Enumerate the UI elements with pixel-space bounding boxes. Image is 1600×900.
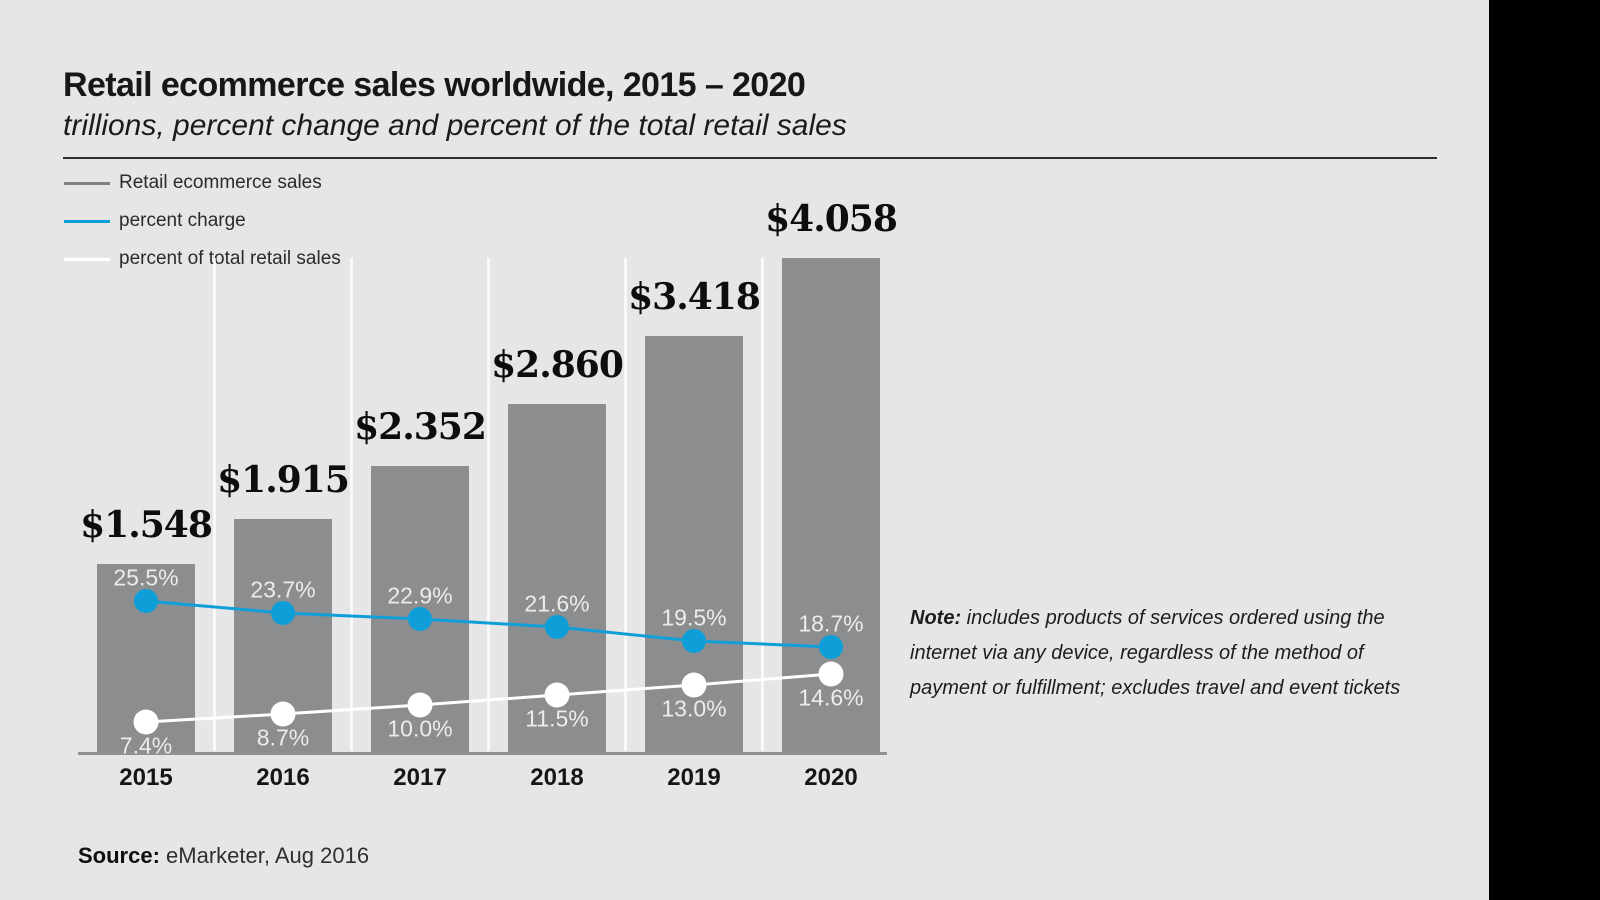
source: Source: eMarketer, Aug 2016	[78, 843, 369, 869]
column-separator-gridline	[213, 258, 216, 751]
note: Note: includes products of services orde…	[910, 601, 1450, 706]
sales-value-label-2018: $2.860	[491, 344, 624, 386]
percent-of-retail-label-2018: 11.5%	[525, 705, 589, 732]
sales-bar-2015	[97, 564, 195, 753]
note-line-2: internet via any device, regardless of t…	[910, 642, 1364, 664]
percent-of-retail-label-2019: 13.0%	[661, 695, 727, 722]
source-label: Source:	[78, 843, 160, 868]
percent-of-retail-label-2017: 10.0%	[387, 715, 453, 742]
note-line-1: Note: includes products of services orde…	[910, 607, 1385, 629]
column-separator-gridline	[487, 258, 490, 751]
column-separator-gridline	[761, 258, 764, 751]
percent-change-label-2016: 23.7%	[250, 576, 316, 603]
x-axis-label-2015: 2015	[119, 764, 173, 791]
source-text: eMarketer, Aug 2016	[159, 843, 370, 868]
x-axis-label-2019: 2019	[667, 764, 721, 791]
legend-line-swatch	[64, 257, 110, 261]
sales-bar-2018	[508, 404, 606, 753]
legend-line-swatch	[64, 219, 110, 223]
sales-value-label-2020: $4.058	[765, 198, 898, 240]
percent-change-label-2018: 21.6%	[524, 590, 590, 617]
chart-subtitle: trillions, percent change and percent of…	[63, 109, 847, 142]
sales-bar-2016	[234, 519, 332, 753]
percent-change-label-2017: 22.9%	[387, 582, 453, 609]
sales-bar-2019	[645, 336, 743, 753]
sales-bar-2017	[371, 466, 469, 753]
percent-of-retail-label-2015: 7.4%	[119, 732, 173, 759]
x-axis-label-2020: 2020	[804, 764, 858, 791]
sales-bar-2020	[782, 258, 880, 753]
percent-change-label-2015: 25.5%	[113, 564, 179, 591]
sales-value-label-2017: $2.352	[354, 406, 487, 448]
note-label: Note:	[910, 607, 967, 629]
legend-item-label: Retail ecommerce sales	[119, 172, 322, 193]
header-divider	[63, 157, 1437, 159]
column-separator-gridline	[624, 258, 627, 751]
x-axis-line	[78, 752, 887, 755]
x-axis-label-2017: 2017	[393, 764, 447, 791]
legend-item-3: percent of total retail sales	[64, 246, 341, 272]
x-axis-label-2016: 2016	[256, 764, 310, 791]
legend-item-1: Retail ecommerce sales	[64, 170, 322, 196]
percent-of-retail-label-2020: 14.6%	[798, 684, 864, 711]
percent-of-retail-label-2016: 8.7%	[256, 724, 310, 751]
right-black-bar	[1489, 0, 1600, 900]
percent-change-label-2019: 19.5%	[661, 604, 727, 631]
note-line-3: payment or fulfillment; excludes travel …	[910, 677, 1401, 699]
percent-change-label-2020: 18.7%	[798, 610, 864, 637]
legend-line-swatch	[64, 181, 110, 185]
x-axis-label-2018: 2018	[530, 764, 584, 791]
sales-value-label-2015: $1.548	[80, 504, 213, 546]
column-separator-gridline	[350, 258, 353, 751]
legend-item-2: percent charge	[64, 208, 246, 234]
chart-title: Retail ecommerce sales worldwide, 2015 –…	[63, 66, 806, 104]
legend-item-label: percent charge	[119, 210, 246, 231]
legend-item-label: percent of total retail sales	[119, 248, 341, 269]
sales-value-label-2019: $3.418	[628, 276, 761, 318]
sales-value-label-2016: $1.915	[217, 459, 350, 501]
